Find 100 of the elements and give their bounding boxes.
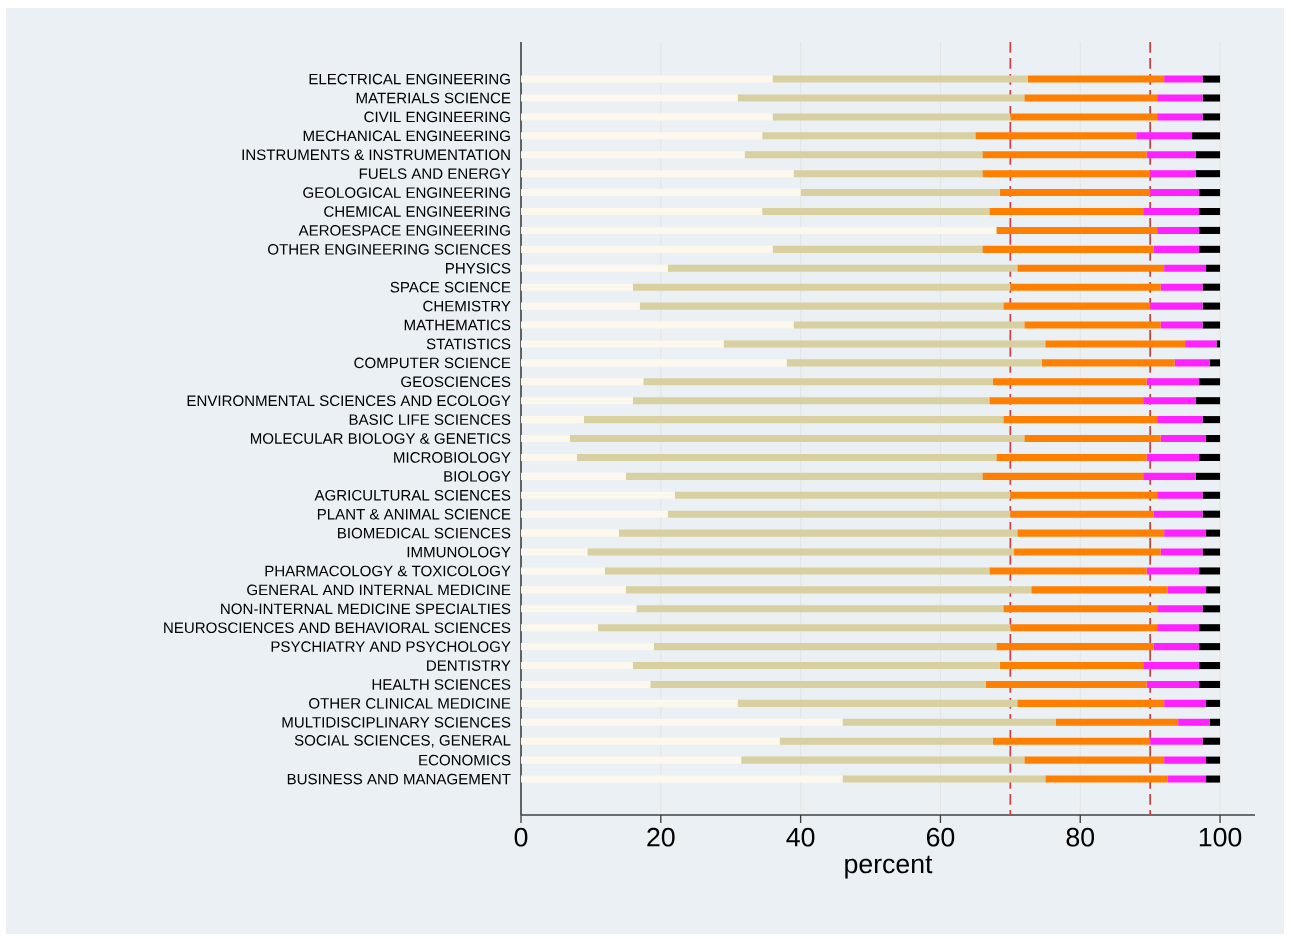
bar (1010, 283, 1161, 291)
bar (1010, 624, 1158, 632)
bar (1146, 680, 1200, 689)
bar (583, 416, 1004, 424)
bar (521, 737, 780, 745)
bar (800, 189, 1000, 197)
bar (521, 264, 668, 272)
bar (521, 756, 742, 764)
bar (982, 151, 1147, 159)
y-tick-label: AEROESPACE ENGINEERING (298, 225, 510, 236)
bar (762, 207, 990, 216)
bar (1167, 775, 1207, 783)
bar (985, 680, 1147, 689)
bar (521, 378, 644, 386)
bar (989, 207, 1144, 216)
y-tick-label: BIOLOGY (444, 471, 511, 482)
bar (1160, 321, 1203, 329)
y-tick-label: MULTIDISCIPLINARY SCIENCES (282, 716, 511, 728)
bar (521, 435, 570, 443)
bar (793, 321, 1025, 329)
bar (982, 472, 1144, 480)
y-tick-label: SOCIAL SCIENCES, GENERAL (294, 735, 511, 748)
bar (1164, 699, 1207, 707)
bar (1157, 94, 1203, 102)
bar (772, 75, 1028, 83)
bar (992, 378, 1147, 386)
bar (625, 586, 1032, 594)
y-tick-label: MOLECULAR BIOLOGY & GENETICS (250, 433, 511, 444)
bar (1164, 756, 1207, 764)
bar (1174, 359, 1210, 367)
bar (1199, 226, 1221, 234)
x-tick-label: 80 (1066, 827, 1095, 847)
bar (1206, 775, 1221, 783)
bar (653, 643, 997, 651)
bar (992, 737, 1151, 745)
y-tick-label: AGRICULTURAL SCIENCES (314, 489, 511, 501)
bar (1143, 472, 1196, 480)
bar (1146, 378, 1200, 386)
bar (1045, 775, 1168, 783)
bar (1202, 510, 1221, 518)
bar (667, 264, 1018, 272)
bar (632, 397, 990, 405)
bar (521, 699, 738, 707)
bar (1041, 359, 1175, 367)
bar (1199, 207, 1221, 216)
bar (1150, 170, 1196, 178)
bar (762, 132, 976, 140)
bar (1017, 529, 1165, 537)
y-tick-label: ELECTRICAL ENGINEERING (309, 73, 510, 85)
bar (521, 226, 997, 234)
y-tick-label: BASIC LIFE SCIENCES (349, 414, 511, 425)
bar (1160, 283, 1203, 291)
bar (1150, 737, 1203, 745)
bar (1160, 435, 1207, 443)
x-tick-label: 0 (514, 827, 528, 847)
bar (521, 170, 794, 178)
bar (1164, 529, 1207, 537)
bar (521, 245, 773, 253)
bar (618, 529, 1018, 537)
y-tick-label: MICROBIOLOGY (394, 452, 511, 463)
bar (1146, 151, 1196, 159)
bar (1150, 302, 1203, 310)
bar (643, 378, 993, 386)
bar (1164, 264, 1207, 272)
bar (1199, 245, 1221, 253)
y-tick-label: MATERIALS SCIENCE (356, 92, 511, 104)
y-tick-label: BUSINESS AND MANAGEMENT (287, 773, 511, 785)
bar (597, 624, 1011, 632)
bar (521, 189, 801, 197)
bar (1199, 378, 1221, 386)
bar (521, 680, 651, 689)
bar (996, 453, 1147, 461)
bar (1136, 132, 1193, 140)
bar (674, 491, 1011, 499)
bar (1195, 170, 1221, 178)
bar (521, 472, 626, 480)
bar (842, 718, 1056, 726)
bar (786, 359, 1042, 367)
bar (521, 605, 637, 613)
bar (1055, 718, 1179, 726)
bar (1199, 624, 1221, 632)
y-tick-label: CHEMISTRY (423, 300, 511, 312)
x-tick-label: 20 (647, 827, 675, 847)
bar (521, 718, 843, 726)
bar (1202, 94, 1221, 102)
bar (521, 151, 745, 159)
bar (1202, 605, 1221, 613)
y-tick-label: CIVIL ENGINEERING (364, 111, 510, 123)
bar (772, 113, 1011, 121)
bar (1024, 94, 1158, 102)
y-tick-label: PHARMACOLOGY & TOXICOLOGY (265, 565, 511, 577)
y-tick-label: BIOMEDICAL SCIENCES (338, 527, 511, 539)
bar (1202, 491, 1221, 499)
bar (772, 245, 983, 253)
bar (521, 510, 668, 518)
bar (1157, 491, 1203, 499)
y-tick-label: STATISTICS (426, 338, 511, 350)
y-tick-label: GEOSCIENCES (401, 376, 511, 388)
bar (999, 189, 1151, 197)
bar (1157, 624, 1200, 632)
